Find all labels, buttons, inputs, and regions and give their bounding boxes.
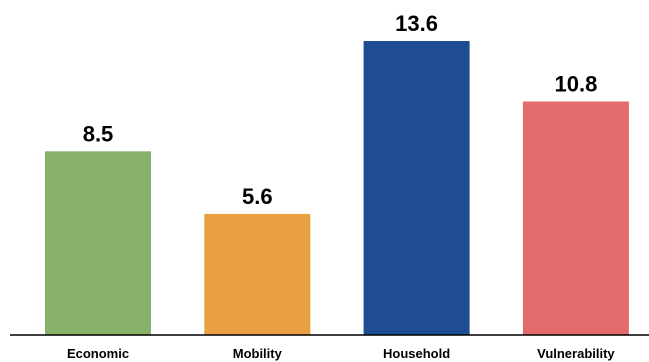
bar-vulnerability bbox=[522, 101, 629, 335]
value-label-economic: 8.5 bbox=[83, 121, 114, 146]
category-label-household: Household bbox=[383, 346, 450, 361]
value-labels-layer: 8.5 5.6 13.6 10.8 bbox=[83, 11, 598, 209]
value-label-vulnerability: 10.8 bbox=[554, 72, 597, 97]
bar-economic bbox=[45, 151, 151, 336]
value-label-mobility: 5.6 bbox=[242, 184, 273, 209]
bars-layer bbox=[45, 41, 629, 336]
bar-household bbox=[363, 41, 470, 335]
category-labels-layer: Economic Mobility Household Vulnerability bbox=[67, 346, 615, 361]
value-label-household: 13.6 bbox=[395, 11, 438, 36]
category-label-economic: Economic bbox=[67, 346, 129, 361]
category-label-vulnerability: Vulnerability bbox=[537, 346, 615, 361]
category-label-mobility: Mobility bbox=[233, 346, 283, 361]
bar-mobility bbox=[204, 213, 311, 335]
